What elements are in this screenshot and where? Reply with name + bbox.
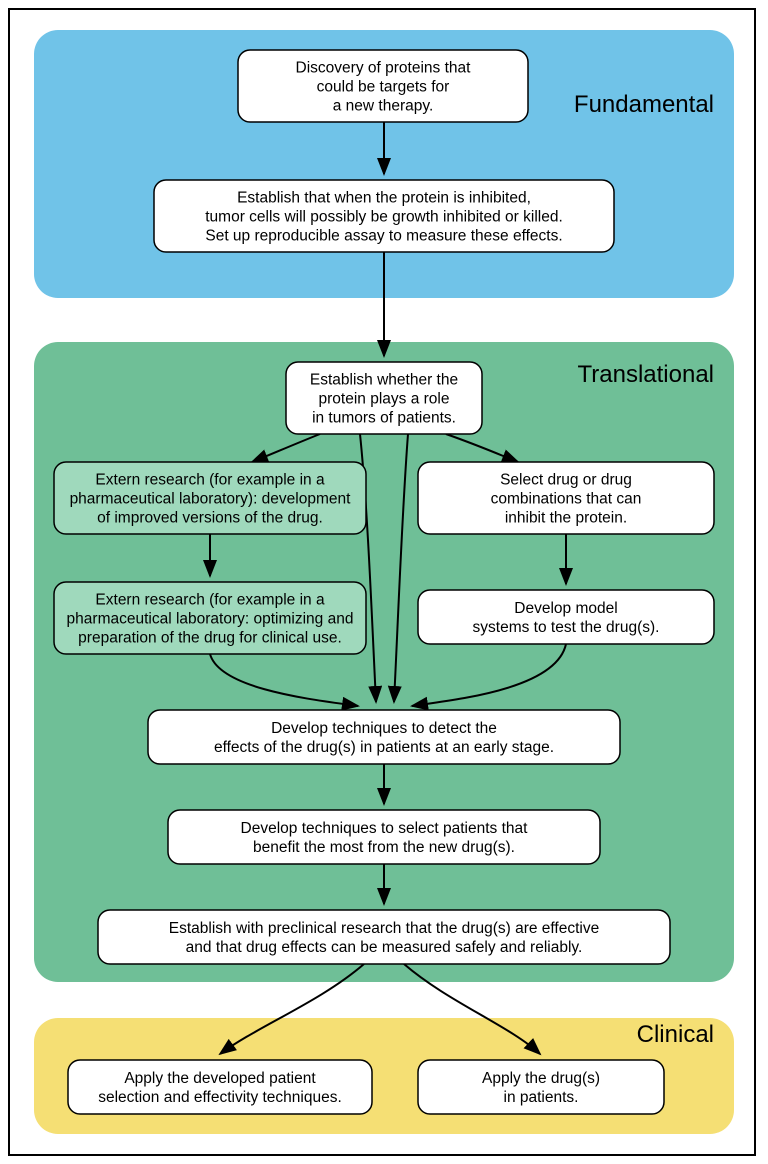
node-text-n2: Establish that when the protein is inhib… [205,190,563,245]
panel-label-clinical: Clinical [637,1021,714,1048]
diagram-frame: Discovery of proteins thatcould be targe… [8,8,756,1156]
node-text-n6: Extern research (for example in apharmac… [67,592,354,647]
node-text-n3: Establish whether theprotein plays a rol… [310,372,458,427]
flowchart-svg: Discovery of proteins thatcould be targe… [20,22,748,1142]
panel-label-fundamental: Fundamental [574,91,714,118]
node-text-n4: Extern research (for example in apharmac… [70,472,352,527]
node-text-n5: Select drug or drugcombinations that can… [491,472,642,527]
panel-label-translational: Translational [577,361,714,388]
